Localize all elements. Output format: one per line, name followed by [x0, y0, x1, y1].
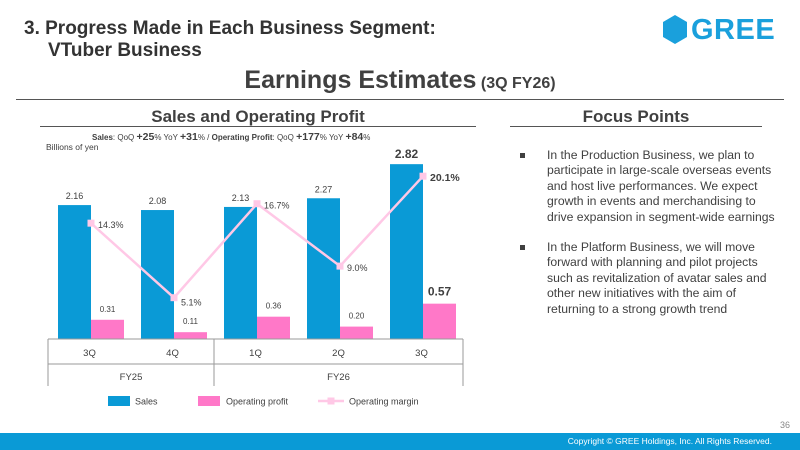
growth-separator: / [204, 133, 212, 142]
operating-margin-marker [419, 172, 427, 180]
section-title: 3. Progress Made in Each Business Segmen… [24, 18, 494, 62]
sales-bar [141, 210, 174, 339]
operating-margin-label: 20.1% [430, 172, 460, 184]
x-tick-label: 1Q [249, 348, 262, 359]
title-divider [16, 99, 784, 100]
logo-text: GREE [691, 14, 776, 46]
operating-margin-marker [87, 219, 95, 227]
growth-qoq-label: QoQ [117, 133, 135, 142]
focus-point-text: In the Platform Business, we will move f… [547, 240, 767, 316]
footer-bar: Copyright © GREE Holdings, Inc. All Righ… [0, 433, 800, 450]
legend-marker-operating-margin [327, 397, 335, 405]
growth-op-yoy: +84 [345, 131, 364, 143]
copyright-text: Copyright © GREE Holdings, Inc. All Righ… [567, 436, 772, 446]
growth-op-label: Operating Profit [211, 133, 273, 142]
sales-bar [307, 198, 340, 339]
operating-profit-bar [174, 332, 207, 339]
operating-margin-label: 5.1% [181, 298, 202, 308]
focus-point-text: In the Production Business, we plan to p… [547, 148, 775, 224]
x-group-label: FY26 [327, 372, 350, 383]
focus-point-item: In the Platform Business, we will move f… [520, 240, 782, 317]
operating-profit-bar [257, 316, 290, 339]
x-tick-label: 3Q [83, 348, 96, 359]
hexagon-icon [663, 15, 687, 44]
bullet-icon [520, 245, 525, 251]
growth-percent: % [197, 133, 205, 142]
focus-heading-divider [510, 126, 762, 127]
section-title-line1: 3. Progress Made in Each Business Segmen… [24, 18, 436, 39]
sales-value-label: 2.16 [66, 191, 84, 201]
operating-margin-marker [253, 200, 261, 208]
growth-yoy-label: YoY [328, 133, 344, 142]
sales-bar [58, 205, 91, 339]
operating-profit-value-label: 0.31 [100, 305, 116, 314]
page-title-main: Earnings Estimates [244, 66, 477, 94]
operating-profit-bar [340, 326, 373, 339]
x-tick-label: 3Q [415, 348, 428, 359]
page-number: 36 [779, 420, 790, 430]
growth-qoq-label: QoQ [276, 133, 294, 142]
focus-heading: Focus Points [582, 107, 690, 126]
focus-point-item: In the Production Business, we plan to p… [520, 148, 782, 225]
growth-summary: Sales: QoQ +25% YoY +31% / Operating Pro… [92, 131, 371, 143]
sales-value-label: 2.08 [149, 196, 167, 206]
operating-profit-value-label: 0.11 [183, 317, 199, 326]
operating-margin-label: 9.0% [347, 263, 368, 273]
legend-label-operating-profit: Operating profit [226, 397, 289, 407]
operating-margin-label: 14.3% [98, 220, 124, 230]
chart-heading-divider [40, 126, 476, 127]
sales-value-label: 2.13 [232, 193, 250, 203]
legend-swatch-operating-profit [198, 396, 220, 406]
growth-percent: % [319, 133, 327, 142]
legend-swatch-sales [108, 396, 130, 406]
growth-sales-qoq: +25 [136, 131, 155, 143]
x-group-label: FY25 [120, 372, 143, 383]
operating-profit-value-label: 0.20 [349, 312, 365, 321]
focus-points-list: In the Production Business, we plan to p… [520, 148, 782, 332]
operating-margin-label: 16.7% [264, 201, 290, 211]
operating-profit-bar [91, 319, 124, 339]
growth-percent: % [363, 133, 371, 142]
growth-sales-label: Sales [92, 133, 113, 142]
growth-sales-yoy: +31 [180, 131, 198, 143]
unit-label: Billions of yen [46, 142, 99, 152]
growth-percent: % [154, 133, 162, 142]
sales-value-label: 2.27 [315, 184, 333, 194]
x-tick-label: 2Q [332, 348, 345, 359]
sales-bar [224, 206, 257, 339]
operating-margin-marker [170, 294, 178, 302]
legend-label-operating-margin: Operating margin [349, 397, 419, 407]
gree-logo [663, 15, 687, 44]
x-tick-label: 4Q [166, 348, 179, 359]
section-title-line2: VTuber Business [48, 40, 202, 61]
bullet-icon [520, 153, 525, 158]
page-title-suffix: (3Q FY26) [480, 75, 556, 92]
growth-op-qoq: +177 [296, 131, 320, 143]
operating-profit-bar [423, 303, 456, 339]
sales-bar [390, 164, 423, 339]
operating-profit-value-label: 0.36 [266, 302, 282, 311]
growth-yoy-label: YoY [163, 133, 178, 142]
sales-value-label: 2.82 [395, 147, 419, 161]
legend-label-sales: Sales [135, 397, 158, 407]
page-title: Earnings Estimates (3Q FY26) [0, 66, 800, 95]
operating-margin-marker [336, 262, 344, 270]
chart-heading: Sales and Operating Profit [151, 107, 365, 126]
operating-profit-value-label: 0.57 [428, 285, 452, 299]
